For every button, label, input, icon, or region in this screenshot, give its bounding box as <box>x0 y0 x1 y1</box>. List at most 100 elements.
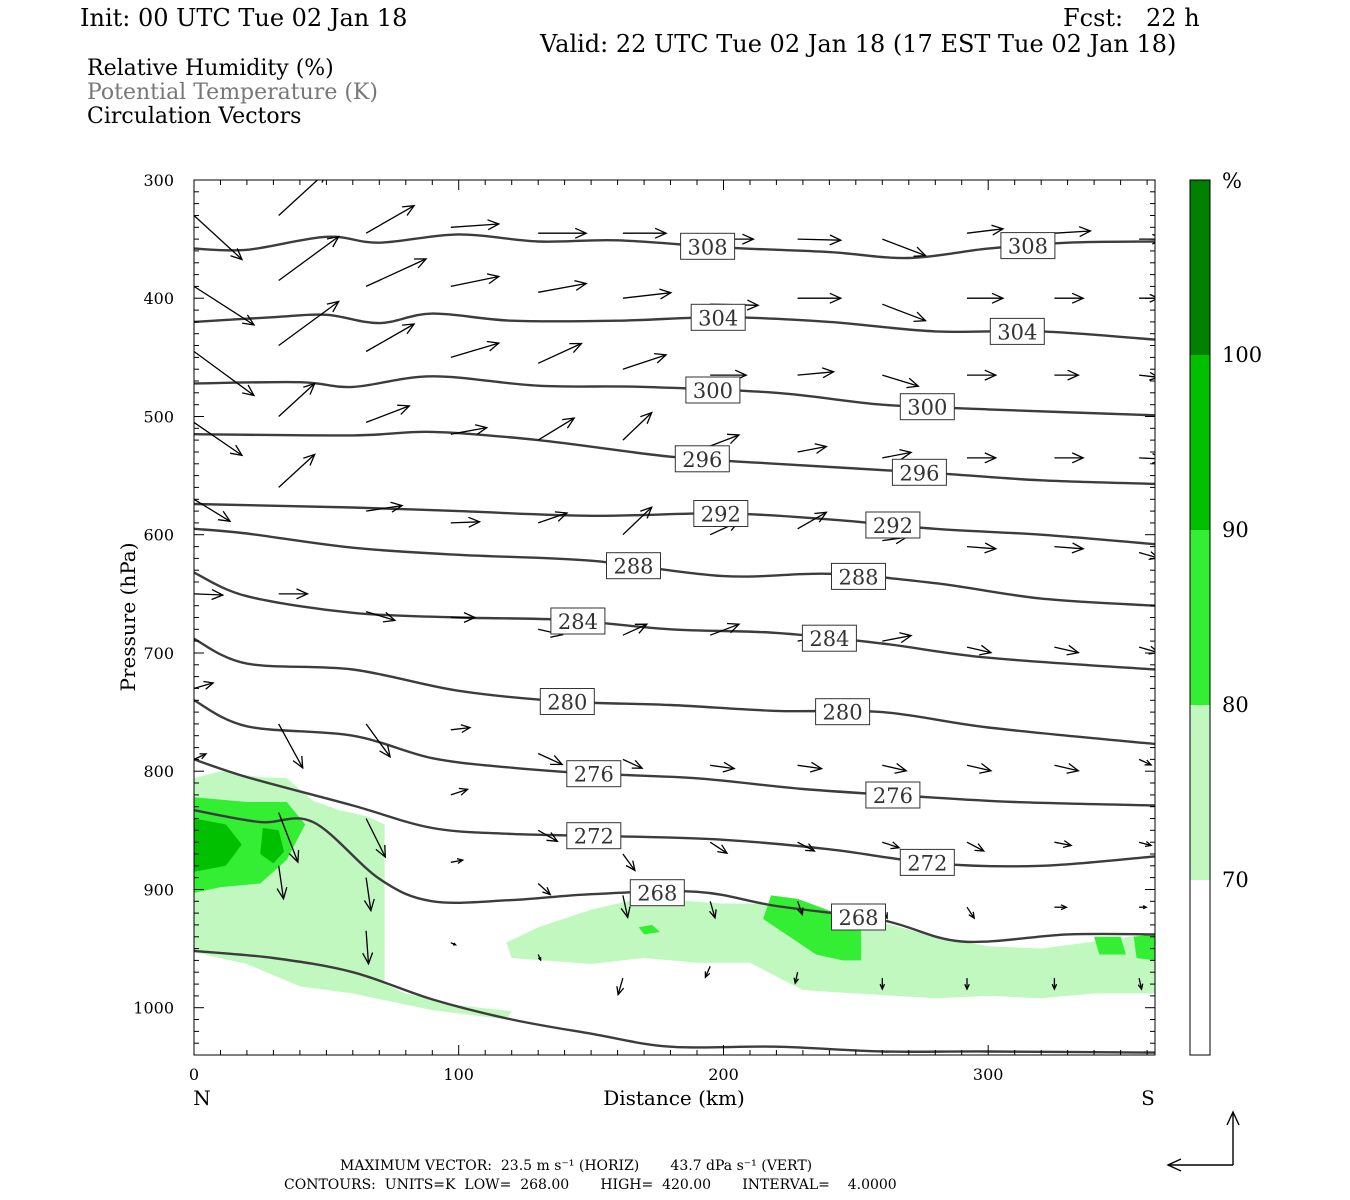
theta-label-296-0: 296 <box>674 445 730 473</box>
wind-vector-31 <box>797 367 836 379</box>
svg-text:300: 300 <box>693 379 733 403</box>
wind-vector-20 <box>882 303 927 323</box>
wind-vector-82 <box>1054 762 1080 774</box>
wind-vector-88 <box>537 829 559 843</box>
axis-ticks: 0 100 200 300 300 400 500 600 700 800 900 1000 <box>133 171 1155 1084</box>
wind-vector-104 <box>966 906 976 920</box>
wind-vector-29 <box>622 352 668 370</box>
wind-vector-37 <box>278 382 316 417</box>
svg-text:284: 284 <box>809 627 849 651</box>
wind-vector-35 <box>1139 371 1155 381</box>
theta-label-276-0: 276 <box>566 760 622 788</box>
y-tick-label: 700 <box>143 644 174 663</box>
wind-vector-16 <box>538 279 588 293</box>
svg-text:268: 268 <box>637 882 677 906</box>
wind-vector-85 <box>278 812 300 864</box>
colorbar-segment-below-70 <box>1190 880 1210 1055</box>
theta-contour-304 <box>194 312 1155 341</box>
wind-vector-116 <box>1137 977 1144 991</box>
wind-vector-75 <box>450 724 472 734</box>
colorbar-segment-above-100 <box>1190 180 1210 355</box>
wind-vector-58 <box>1054 542 1085 554</box>
wind-vector-43 <box>797 443 828 454</box>
wind-vector-100 <box>620 895 631 919</box>
svg-text:276: 276 <box>873 784 913 808</box>
wind-vector-36 <box>194 421 244 457</box>
legend-circulation-vectors: Circulation Vectors <box>87 104 302 129</box>
theta-contour-276 <box>194 699 1155 807</box>
south-end-label: S <box>1141 1086 1155 1110</box>
reference-vector-icon <box>1166 1110 1240 1172</box>
legend-potential-temperature: Potential Temperature (K) <box>87 80 378 105</box>
colorbar-frame <box>1189 179 1211 1056</box>
wind-vector-79 <box>797 761 824 773</box>
theta-contour-308 <box>194 233 1155 260</box>
y-tick-label: 800 <box>143 762 174 781</box>
wind-vector-72 <box>194 680 215 690</box>
colorbar-label-100: 100 <box>1222 343 1262 367</box>
x-axis-title: Distance (km) <box>603 1086 745 1110</box>
wind-vector-92 <box>882 841 901 850</box>
wind-vector-15 <box>450 273 501 288</box>
wind-vector-109 <box>537 954 542 962</box>
rh-region-90-8 <box>260 828 284 864</box>
svg-text:276: 276 <box>574 763 614 787</box>
theta-contour-284 <box>194 571 1155 671</box>
wind-vector-52 <box>537 511 569 524</box>
wind-vector-90 <box>709 841 729 855</box>
svg-text:280: 280 <box>547 691 587 715</box>
svg-text:284: 284 <box>558 610 598 634</box>
wind-vector-48 <box>194 498 232 523</box>
svg-text:268: 268 <box>838 906 878 930</box>
theta-label-304-0: 304 <box>690 303 746 331</box>
theta-label-292-1: 292 <box>865 511 921 539</box>
valid-time: Valid: 22 UTC Tue 02 Jan 18 (17 EST Tue … <box>540 30 1177 58</box>
wind-vector-99 <box>537 883 552 896</box>
colorbar-label-80: 80 <box>1222 693 1249 717</box>
wind-vector-113 <box>879 978 886 991</box>
wind-vector-87 <box>450 787 470 796</box>
wind-vector-68 <box>882 632 913 644</box>
rh-region-80-6 <box>1133 934 1155 961</box>
wind-vector-3 <box>450 219 501 231</box>
rh-region-90-7 <box>194 818 242 872</box>
potential-temperature-contours <box>194 233 1155 1054</box>
wind-vector-8 <box>882 238 927 257</box>
svg-text:304: 304 <box>698 306 738 330</box>
theta-label-300-0: 300 <box>685 376 741 404</box>
wind-vector-32 <box>882 374 920 389</box>
wind-vector-83 <box>1138 758 1153 766</box>
svg-text:272: 272 <box>574 825 614 849</box>
wind-vector-66 <box>709 622 741 636</box>
wind-vector-41 <box>622 411 653 441</box>
svg-text:288: 288 <box>613 555 653 579</box>
wind-vector-70 <box>1054 644 1080 656</box>
theta-label-292-0: 292 <box>693 500 749 527</box>
theta-label-284-0: 284 <box>550 607 606 635</box>
theta-contour-292 <box>194 502 1155 546</box>
wind-vector-46 <box>1054 452 1085 464</box>
x-tick-label: 0 <box>189 1065 199 1084</box>
wind-vector-98 <box>450 857 465 865</box>
wind-vector-63 <box>450 612 477 623</box>
y-tick-label: 600 <box>143 526 174 545</box>
wind-vector-65 <box>622 623 649 636</box>
colorbar-segment-70-80 <box>1190 705 1210 880</box>
wind-vector-94 <box>1054 840 1073 849</box>
y-tick-label: 400 <box>143 289 174 308</box>
svg-text:296: 296 <box>899 461 939 485</box>
wind-vector-12 <box>194 285 256 326</box>
wind-vector-105 <box>1054 904 1069 911</box>
theta-label-280-0: 280 <box>539 688 595 715</box>
init-time: Init: 00 UTC Tue 02 Jan 18 <box>80 4 408 32</box>
colorbar-segment-90-100 <box>1190 355 1210 530</box>
wind-vector-44 <box>882 448 913 460</box>
wind-vector-40 <box>537 417 576 441</box>
wind-vector-0 <box>194 215 244 261</box>
theta-label-280-1: 280 <box>815 698 871 726</box>
colorbar-label-70: 70 <box>1222 868 1249 892</box>
wind-vector-60 <box>194 589 225 601</box>
svg-text:296: 296 <box>682 448 722 472</box>
wind-vector-101 <box>709 901 717 920</box>
